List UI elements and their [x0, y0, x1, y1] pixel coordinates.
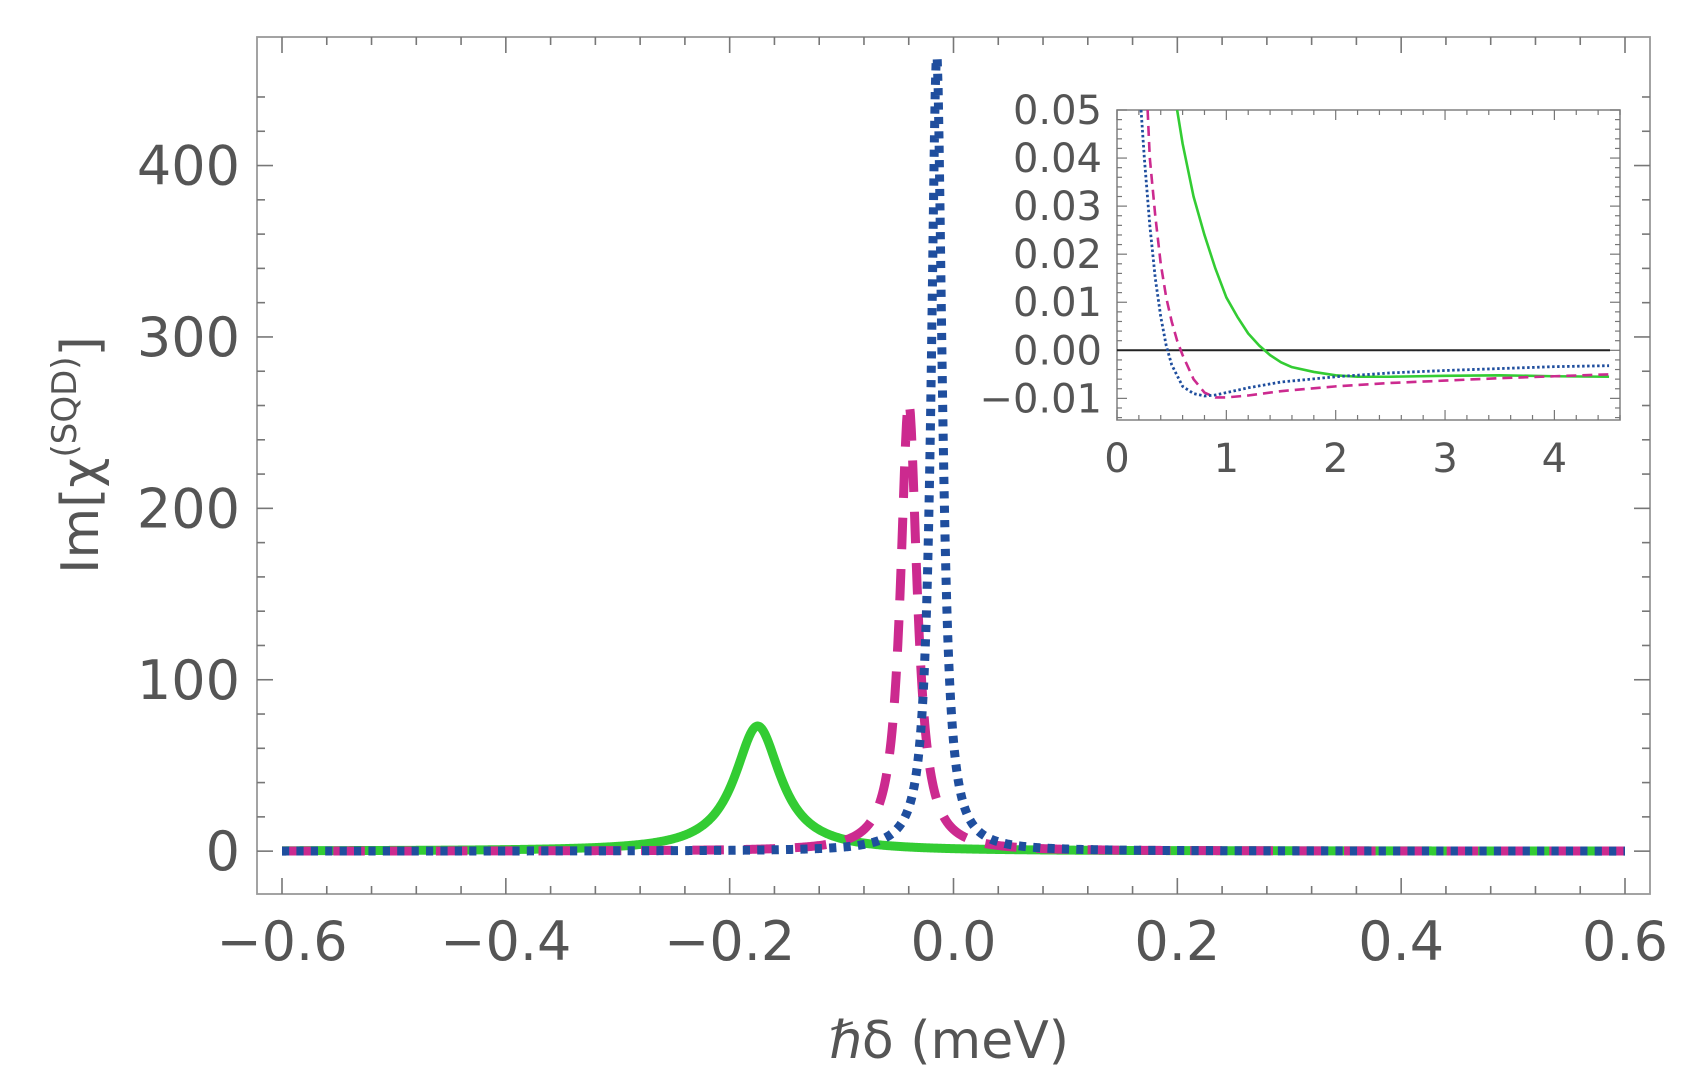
- inset-x-tick-label: 0: [1104, 436, 1129, 482]
- main-series: [278, 53, 1629, 856]
- inset-series-solid-line: [1175, 110, 1610, 379]
- y-axis-title-superscript: (SQD): [45, 356, 85, 457]
- inset-ticks: [1116, 109, 1621, 420]
- inset-series-dotted-line: [1139, 110, 1610, 398]
- inset-background: [1110, 108, 1622, 421]
- main-tick-labels: −0.6 −0.4 −0.2 0.0 0.2 0.4 0.6 0 100 200 300 400: [137, 135, 1668, 973]
- inset-y-tick-label: 0.05: [1013, 88, 1102, 134]
- inset-y-tick-label: −0.01: [979, 376, 1102, 422]
- inset-y-tick-label: 0.00: [1013, 328, 1102, 374]
- x-tick-label: −0.4: [440, 910, 571, 973]
- inset-y-tick-label: 0.02: [1013, 232, 1102, 278]
- y-tick-label: 100: [137, 649, 240, 712]
- main-series-dashed-line: [278, 398, 1629, 856]
- inset-series-dashed-line: [1146, 110, 1610, 399]
- y-tick-label: 300: [137, 306, 240, 369]
- y-tick-label: 200: [137, 477, 240, 540]
- x-tick-label: 0.4: [1358, 910, 1444, 973]
- inset-tick-labels: 0 1 2 3 4 −0.010.000.010.020.030.040.05: [979, 88, 1567, 482]
- inset-y-tick-label: 0.01: [1013, 280, 1102, 326]
- inset-x-tick-label: 4: [1542, 436, 1567, 482]
- x-tick-label: −0.2: [664, 910, 795, 973]
- main-ticks: [257, 37, 1650, 894]
- y-tick-label: 0: [206, 820, 240, 883]
- inset-y-tick-label: 0.03: [1013, 184, 1102, 230]
- main-series-dotted-line: [278, 53, 1629, 856]
- inset-frame: [1116, 109, 1621, 421]
- x-tick-label: 0.2: [1134, 910, 1220, 973]
- inset-plot-frame: [1116, 109, 1621, 421]
- x-tick-label: −0.6: [216, 910, 347, 973]
- inset-x-tick-label: 3: [1432, 436, 1457, 482]
- inset-x-tick-label: 2: [1323, 436, 1348, 482]
- inset-x-tick-label: 1: [1214, 436, 1239, 482]
- x-axis-title: ℏδ (meV): [829, 1011, 1069, 1071]
- inset-chart: 0 1 2 3 4 −0.010.000.010.020.030.040.05: [979, 88, 1622, 482]
- inset-series: [1117, 110, 1610, 399]
- x-tick-label: 0.6: [1582, 910, 1668, 973]
- y-tick-label: 400: [137, 135, 240, 198]
- y-axis-title: Im[χ(SQD)]: [45, 336, 111, 574]
- x-tick-label: 0.0: [911, 910, 997, 973]
- y-axis-title-main: Im[χ: [51, 458, 111, 574]
- inset-y-tick-label: 0.04: [1013, 136, 1102, 182]
- y-axis-title-bracket: ]: [51, 336, 111, 356]
